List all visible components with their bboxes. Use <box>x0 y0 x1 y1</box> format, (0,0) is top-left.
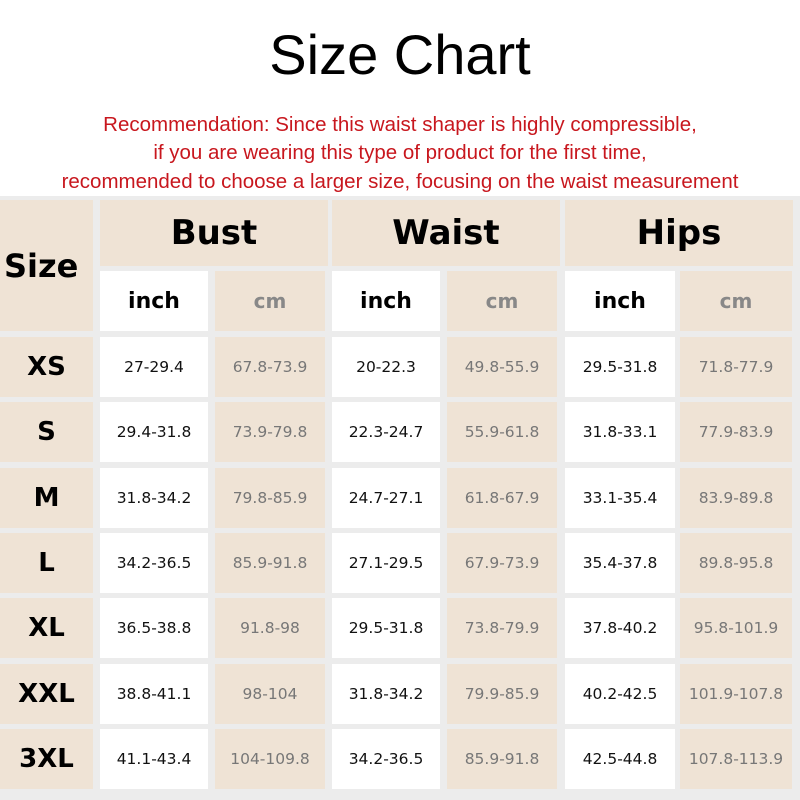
inch-cell: 41.1-43.4 <box>100 728 208 789</box>
cm-cell: 101.9-107.8 <box>680 663 792 724</box>
recommendation: if you are wearing this type of product … <box>153 141 647 164</box>
inch-cell: 34.2-36.5 <box>332 728 440 789</box>
inch-cell: 40.2-42.5 <box>565 663 675 724</box>
inch-cell: 24.7-27.1 <box>332 467 440 528</box>
size-table: Size Bust inch cm Waist inch cm Hips inch cm XS 27-… <box>0 196 800 800</box>
size-cell: XS <box>0 337 93 397</box>
group-header: Waist <box>332 200 560 266</box>
cm-cell: 61.8-67.9 <box>447 467 557 528</box>
cm-cell: 83.9-89.8 <box>680 467 792 528</box>
inch-cell: 37.8-40.2 <box>565 598 675 659</box>
inch-cell: 34.2-36.5 <box>100 532 208 593</box>
size-cell: 3XL <box>0 728 93 789</box>
cm-cell: 79.9-85.9 <box>447 663 557 724</box>
cm-cell: 67.8-73.9 <box>215 337 325 397</box>
size-cell: S <box>0 402 93 463</box>
size-cell: XL <box>0 598 93 659</box>
cm-cell: 79.8-85.9 <box>215 467 325 528</box>
inch-cell: 29.5-31.8 <box>332 598 440 659</box>
cm-cell: 73.8-79.9 <box>447 598 557 659</box>
recommendation: Recommendation: Since this waist shaper … <box>103 113 697 136</box>
cm-cell: 104-109.8 <box>215 728 325 789</box>
inch-cell: 29.4-31.8 <box>100 402 208 463</box>
cm-cell: 77.9-83.9 <box>680 402 792 463</box>
title: Size Chart <box>269 23 531 86</box>
inch-cell: 42.5-44.8 <box>565 728 675 789</box>
inch-cell: 31.8-33.1 <box>565 402 675 463</box>
inch-cell: 27-29.4 <box>100 337 208 397</box>
cm-cell: 91.8-98 <box>215 598 325 659</box>
group-header: Bust <box>100 200 328 266</box>
size-cell: L <box>0 532 93 593</box>
cm-cell: 73.9-79.8 <box>215 402 325 463</box>
unit-header: cm <box>680 271 792 331</box>
cm-cell: 67.9-73.9 <box>447 532 557 593</box>
inch-cell: 31.8-34.2 <box>100 467 208 528</box>
cm-cell: 107.8-113.9 <box>680 728 792 789</box>
cm-cell: 85.9-91.8 <box>447 728 557 789</box>
cm-cell: 55.9-61.8 <box>447 402 557 463</box>
unit-header: cm <box>215 271 325 331</box>
inch-cell: 29.5-31.8 <box>565 337 675 397</box>
cm-cell: 49.8-55.9 <box>447 337 557 397</box>
inch-cell: 27.1-29.5 <box>332 532 440 593</box>
inch-cell: 31.8-34.2 <box>332 663 440 724</box>
inch-cell: 22.3-24.7 <box>332 402 440 463</box>
unit-header: inch <box>565 271 675 331</box>
size-cell: XXL <box>0 663 93 724</box>
cm-cell: 71.8-77.9 <box>680 337 792 397</box>
cm-cell: 95.8-101.9 <box>680 598 792 659</box>
cm-cell: 89.8-95.8 <box>680 532 792 593</box>
inch-cell: 36.5-38.8 <box>100 598 208 659</box>
unit-header: inch <box>332 271 440 331</box>
inch-cell: 35.4-37.8 <box>565 532 675 593</box>
inch-cell: 38.8-41.1 <box>100 663 208 724</box>
size-header: Size <box>0 200 93 331</box>
cm-cell: 85.9-91.8 <box>215 532 325 593</box>
cm-cell: 98-104 <box>215 663 325 724</box>
group-header: Hips <box>565 200 793 266</box>
inch-cell: 33.1-35.4 <box>565 467 675 528</box>
inch-cell: 20-22.3 <box>332 337 440 397</box>
unit-header: cm <box>447 271 557 331</box>
size-cell: M <box>0 467 93 528</box>
recommendation: recommended to choose a larger size, foc… <box>61 170 739 193</box>
unit-header: inch <box>100 271 208 331</box>
